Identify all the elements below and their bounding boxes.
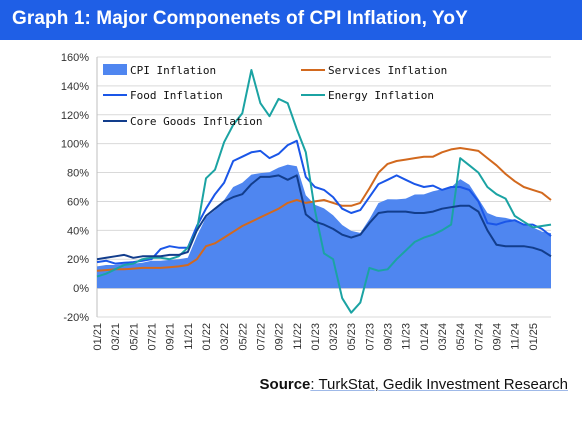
services-inflation-line	[96, 147, 552, 272]
legend-item: Core Goods Inflation	[103, 115, 262, 128]
y-tick-label: 80%	[67, 168, 89, 180]
core-goods-inflation-line	[96, 174, 552, 261]
legend-item: Services Inflation	[301, 64, 447, 77]
legend-item: Energy Inflation	[301, 89, 434, 102]
y-tick-label: 0%	[73, 283, 89, 295]
x-tick-label: 07/24	[473, 323, 485, 351]
x-tick-label: 03/24	[437, 323, 449, 351]
y-tick-label: 140%	[61, 81, 89, 93]
x-tick-label: 01/24	[419, 323, 431, 351]
y-tick-label: 160%	[61, 52, 89, 64]
legend-item: CPI Inflation	[103, 64, 216, 77]
legend-label: Food Inflation	[130, 89, 223, 102]
x-tick-label: 03/22	[219, 323, 231, 351]
legend-label: Core Goods Inflation	[130, 115, 262, 128]
x-tick-label: 11/23	[401, 323, 413, 350]
x-tick-label: 11/22	[292, 323, 304, 350]
x-tick-label: 05/21	[128, 323, 140, 351]
legend-label: Energy Inflation	[328, 89, 434, 102]
energy-inflation-line	[96, 69, 552, 314]
source-note: Source: TurkStat, Gedik Investment Resea…	[260, 376, 568, 393]
chart-title: Graph 1: Major Componenets of CPI Inflat…	[12, 8, 468, 29]
x-tick-label: 05/23	[346, 323, 358, 351]
header-bar: Graph 1: Major Componenets of CPI Inflat…	[0, 0, 582, 40]
cpi-components-chart: -20% 0% 20% 40% 60% 80% 100% 120% 140% 160% 01/21 0…	[61, 52, 552, 351]
source-text: : TurkStat, Gedik Investment Research	[310, 376, 568, 393]
y-tick-label: 60%	[67, 196, 89, 208]
y-tick-label: 20%	[67, 254, 89, 266]
y-tick-label: -20%	[63, 312, 89, 324]
x-tick-label: 11/24	[510, 323, 522, 350]
x-tick-label: 01/21	[92, 323, 104, 351]
source-label: Source	[259, 376, 311, 393]
y-tick-label: 100%	[61, 139, 89, 151]
y-tick-label: 120%	[61, 110, 89, 122]
x-tick-label: 05/24	[455, 323, 467, 351]
food-inflation-line	[96, 139, 552, 265]
x-tick-label: 07/23	[364, 323, 376, 351]
x-tick-label: 11/21	[183, 323, 195, 350]
y-tick-label: 40%	[67, 225, 89, 237]
x-tick-label: 07/21	[146, 323, 158, 351]
x-tick-label: 03/21	[110, 323, 122, 351]
x-tick-label: 09/21	[165, 323, 177, 351]
x-tick-label: 01/23	[310, 323, 322, 351]
legend-item: Food Inflation	[103, 89, 223, 102]
x-tick-label: 09/23	[383, 323, 395, 351]
cpi-inflation-area	[97, 164, 551, 289]
x-tick-label: 09/24	[492, 323, 504, 351]
x-tick-label: 03/23	[328, 323, 340, 351]
legend-swatch	[103, 64, 127, 75]
legend-label: CPI Inflation	[130, 64, 216, 77]
x-tick-label: 09/22	[274, 323, 286, 351]
x-tick-label: 05/22	[237, 323, 249, 351]
x-tick-label: 01/22	[201, 323, 213, 351]
x-tick-label: 07/22	[255, 323, 267, 351]
x-tick-label: 01/25	[528, 323, 540, 351]
legend-label: Services Inflation	[328, 64, 447, 77]
